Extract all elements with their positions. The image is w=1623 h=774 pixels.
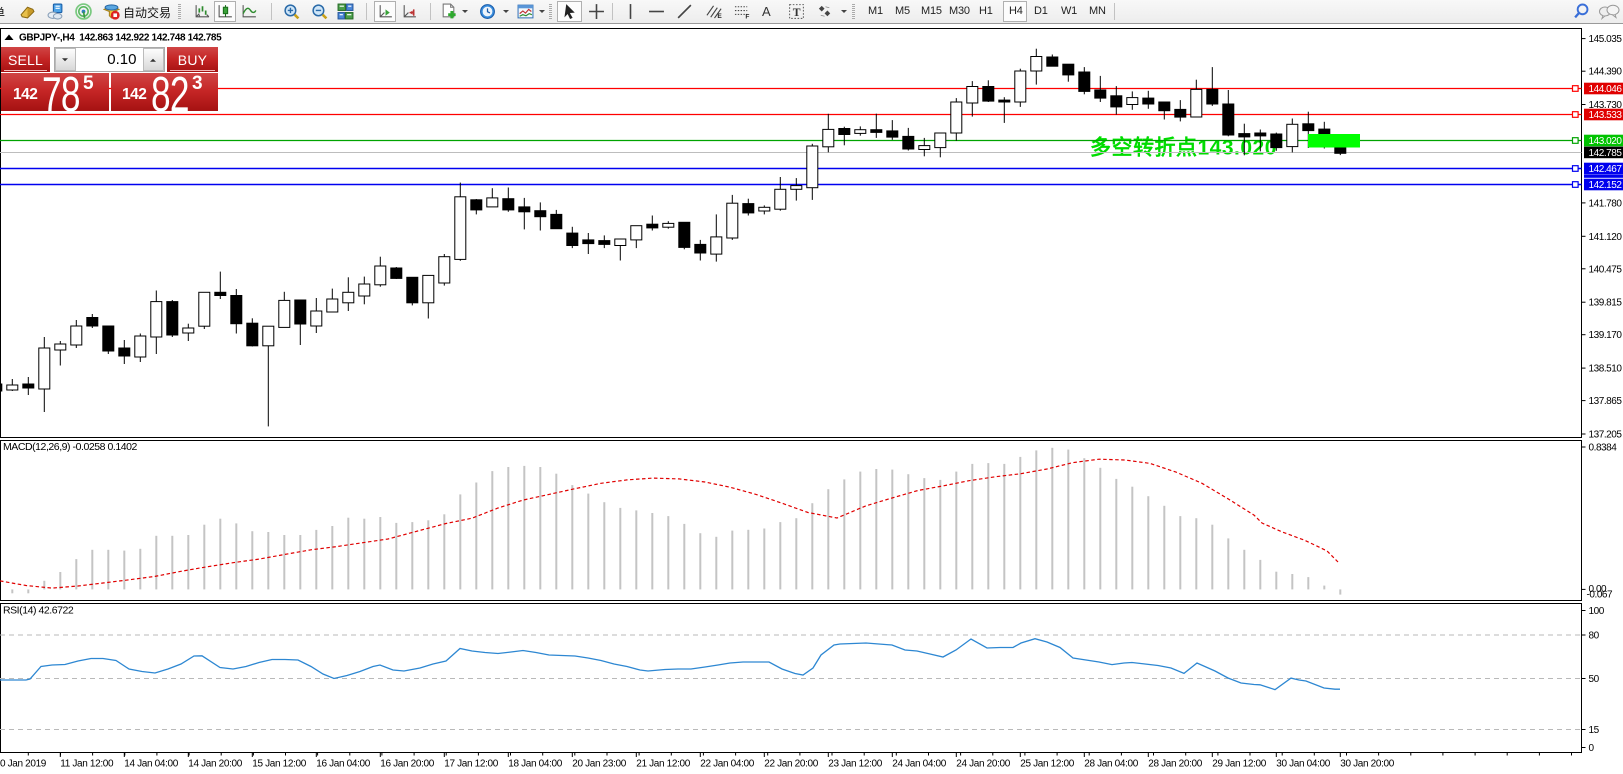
svg-text:142.467: 142.467 (1589, 164, 1623, 175)
svg-text:F: F (745, 14, 749, 20)
svg-text:28 Jan 20:00: 28 Jan 20:00 (1148, 759, 1202, 770)
svg-text:0.00: 0.00 (1589, 584, 1608, 595)
svg-text:0 Jan 2019: 0 Jan 2019 (0, 759, 47, 770)
svg-text:145.035: 145.035 (1589, 34, 1623, 45)
svg-text:11 Jan 12:00: 11 Jan 12:00 (60, 759, 114, 770)
svg-text:24 Jan 04:00: 24 Jan 04:00 (892, 759, 946, 770)
svg-text:141.780: 141.780 (1589, 198, 1623, 209)
svg-text:144.390: 144.390 (1589, 67, 1623, 78)
svg-text:143.533: 143.533 (1589, 110, 1623, 121)
svg-text:E: E (717, 13, 722, 20)
svg-text:28 Jan 04:00: 28 Jan 04:00 (1084, 759, 1138, 770)
svg-text:20 Jan 23:00: 20 Jan 23:00 (572, 759, 626, 770)
svg-text:24 Jan 20:00: 24 Jan 20:00 (956, 759, 1010, 770)
svg-text:143.020: 143.020 (1589, 136, 1623, 147)
svg-text:-0.067: -0.067 (1587, 590, 1614, 601)
svg-text:15 Jan 12:00: 15 Jan 12:00 (252, 759, 306, 770)
svg-text:14 Jan 20:00: 14 Jan 20:00 (188, 759, 242, 770)
svg-text:T: T (793, 6, 801, 19)
svg-text:100: 100 (1589, 606, 1605, 617)
svg-text:14 Jan 04:00: 14 Jan 04:00 (124, 759, 178, 770)
svg-text:142.785: 142.785 (1589, 148, 1623, 159)
svg-text:137.205: 137.205 (1589, 430, 1623, 441)
svg-text:140.475: 140.475 (1589, 264, 1623, 275)
svg-text:16 Jan 20:00: 16 Jan 20:00 (380, 759, 434, 770)
svg-text:MACD(12,26,9) -0.0258 0.1402: MACD(12,26,9) -0.0258 0.1402 (3, 441, 138, 453)
svg-text:138.510: 138.510 (1589, 364, 1623, 375)
svg-text:141.120: 141.120 (1589, 232, 1623, 243)
svg-text:143.730: 143.730 (1589, 100, 1623, 111)
svg-text:22 Jan 20:00: 22 Jan 20:00 (764, 759, 818, 770)
svg-text:144.046: 144.046 (1589, 84, 1623, 95)
svg-text:23 Jan 12:00: 23 Jan 12:00 (828, 759, 882, 770)
svg-text:0: 0 (1589, 743, 1595, 754)
svg-text:多空转折点143.020: 多空转折点143.020 (1090, 136, 1277, 160)
svg-text:0.8384: 0.8384 (1589, 443, 1618, 454)
svg-text:22 Jan 04:00: 22 Jan 04:00 (700, 759, 754, 770)
svg-text:18 Jan 04:00: 18 Jan 04:00 (508, 759, 562, 770)
svg-text:142.152: 142.152 (1589, 180, 1623, 191)
svg-text:50: 50 (1589, 674, 1600, 685)
svg-text:21 Jan 12:00: 21 Jan 12:00 (636, 759, 690, 770)
svg-text:29 Jan 12:00: 29 Jan 12:00 (1212, 759, 1266, 770)
svg-text:16 Jan 04:00: 16 Jan 04:00 (316, 759, 370, 770)
svg-text:GBPJPY-,H4 142.863 142.922 14: GBPJPY-,H4 142.863 142.922 142.748 142.7… (19, 33, 222, 44)
svg-text:17 Jan 12:00: 17 Jan 12:00 (444, 759, 498, 770)
svg-text:30 Jan 04:00: 30 Jan 04:00 (1276, 759, 1330, 770)
svg-text:139.170: 139.170 (1589, 330, 1623, 341)
svg-text:137.865: 137.865 (1589, 396, 1623, 407)
svg-text:139.815: 139.815 (1589, 298, 1623, 309)
svg-text:30 Jan 20:00: 30 Jan 20:00 (1340, 759, 1394, 770)
svg-text:RSI(14) 42.6722: RSI(14) 42.6722 (3, 605, 74, 617)
svg-text:25 Jan 12:00: 25 Jan 12:00 (1020, 759, 1074, 770)
svg-text:15: 15 (1589, 725, 1600, 736)
svg-text:80: 80 (1589, 631, 1600, 642)
